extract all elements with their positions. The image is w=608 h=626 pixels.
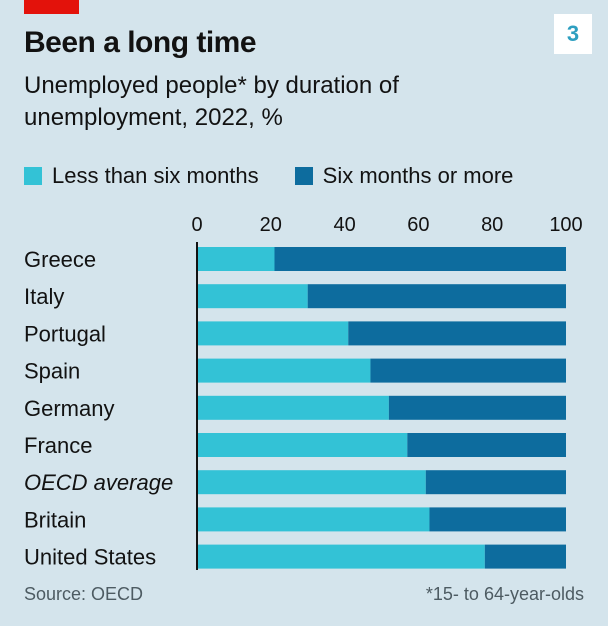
legend-item-long: Six months or more: [294, 163, 514, 189]
bar-segment-short: [197, 284, 308, 309]
bar-segment-long: [307, 284, 566, 309]
bar-segment-long: [274, 247, 566, 271]
legend: Less than six months Six months or more: [24, 160, 549, 192]
legend-swatch-long: [294, 167, 313, 185]
source-note: Source: OECD: [24, 584, 144, 604]
chart-subtitle: Unemployed people* by duration of unempl…: [24, 72, 399, 131]
chart-title: Been a long time: [24, 26, 257, 59]
category-label: Greece: [24, 247, 96, 272]
category-label: Italy: [24, 284, 64, 309]
category-label: Portugal: [24, 321, 106, 346]
bar-segment-short: [197, 358, 371, 383]
category-label: Britain: [24, 507, 86, 532]
x-tick-label: 20: [260, 214, 282, 236]
category-label: Germany: [24, 396, 114, 421]
bar-segment-long: [388, 395, 566, 420]
footnote: *15- to 64-year-olds: [425, 584, 584, 604]
legend-label-long: Six months or more: [322, 163, 514, 188]
category-label: OECD average: [24, 470, 173, 495]
legend-label-short: Less than six months: [52, 163, 259, 188]
x-tick-label: 60: [407, 214, 429, 236]
bar-segment-long: [407, 433, 566, 457]
bar-segment-short: [197, 544, 485, 569]
chart-number-badge: 3: [554, 14, 592, 54]
x-tick-label: 0: [191, 214, 202, 236]
category-label: France: [24, 433, 92, 458]
brand-red-tag: [24, 0, 79, 14]
legend-swatch-short: [24, 167, 42, 185]
bar-segment-long: [348, 321, 566, 346]
bar-segment-long: [484, 544, 566, 569]
x-tick-label: 100: [549, 214, 582, 236]
bar-segment-short: [197, 433, 408, 457]
bar-segment-short: [197, 395, 389, 420]
bar-segment-long: [425, 470, 566, 495]
bar-segment-short: [197, 321, 349, 346]
bar-segment-long: [429, 507, 566, 532]
bar-segment-short: [197, 507, 430, 532]
category-label: United States: [24, 545, 156, 570]
bar-segment-short: [197, 470, 426, 495]
bar-segment-short: [197, 247, 275, 271]
x-tick-label: 80: [481, 214, 503, 236]
category-label: Spain: [24, 359, 80, 384]
x-tick-label: 40: [333, 214, 355, 236]
legend-item-short: Less than six months: [24, 163, 259, 189]
bar-segment-long: [370, 358, 566, 383]
